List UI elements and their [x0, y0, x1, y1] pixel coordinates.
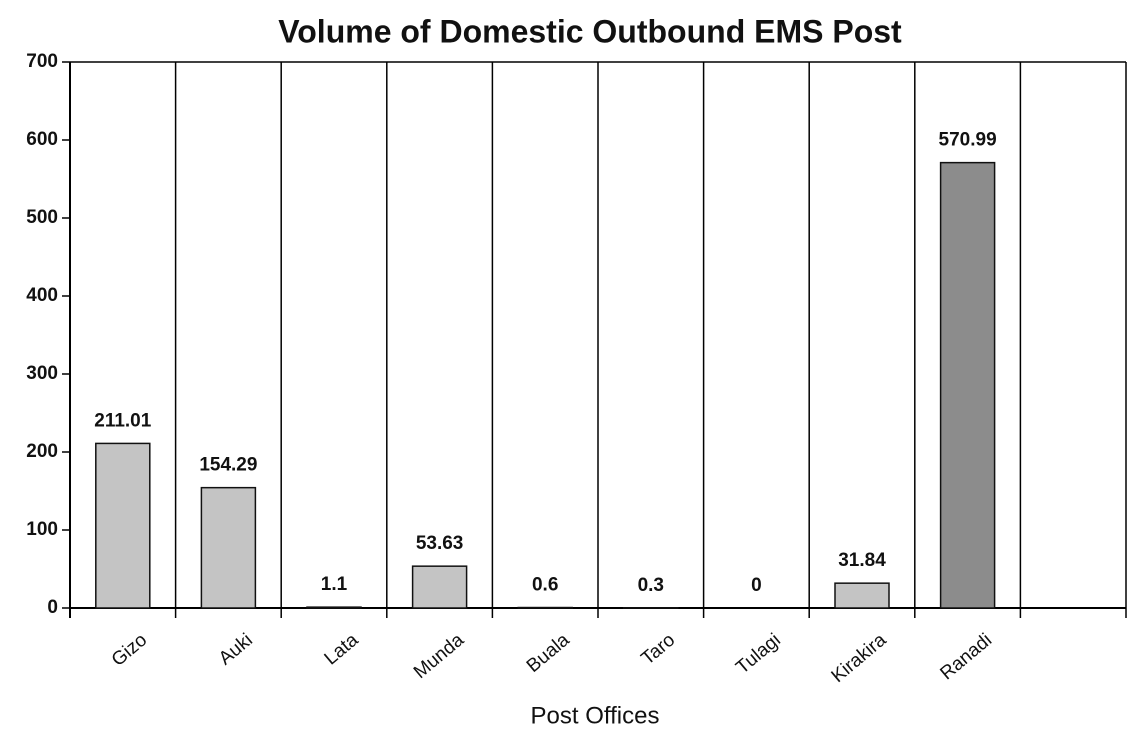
x-tick-label: Tulagi: [732, 630, 785, 679]
y-tick-label: 600: [26, 129, 58, 150]
data-label: 0.3: [638, 575, 664, 596]
y-tick-label: 300: [26, 363, 58, 384]
data-label: 570.99: [939, 130, 997, 151]
x-tick-label: Lata: [321, 629, 363, 669]
y-tick-label: 200: [26, 441, 58, 462]
data-label: 0.6: [532, 575, 558, 596]
x-tick-label: Taro: [637, 630, 679, 670]
y-tick-label: 700: [26, 51, 58, 72]
y-tick-label: 400: [26, 285, 58, 306]
x-tick-label: Buala: [523, 629, 574, 677]
x-tick-label: Gizo: [108, 630, 151, 671]
y-tick-label: 500: [26, 207, 58, 228]
x-tick-label: Munda: [410, 629, 468, 683]
y-tick-label: 0: [47, 597, 58, 618]
bar: [834, 582, 890, 609]
x-axis-label: Post Offices: [531, 702, 660, 729]
bar: [200, 486, 257, 609]
x-tick-label: Auki: [215, 630, 257, 670]
bar: [306, 606, 362, 609]
data-label: 0: [751, 575, 762, 596]
data-label: 31.84: [838, 550, 886, 571]
data-label: 154.29: [199, 455, 257, 476]
chart-title: Volume of Domestic Outbound EMS Post: [278, 13, 902, 49]
y-tick-label: 100: [26, 519, 58, 540]
bar: [939, 161, 996, 609]
data-label: 53.63: [416, 533, 464, 554]
x-tick-label: Ranadi: [936, 630, 996, 685]
data-label: 211.01: [94, 410, 151, 431]
bar: [95, 442, 151, 609]
x-tick-label: Kirakira: [828, 629, 891, 687]
data-label: 1.1: [321, 574, 348, 595]
bar: [411, 565, 468, 609]
